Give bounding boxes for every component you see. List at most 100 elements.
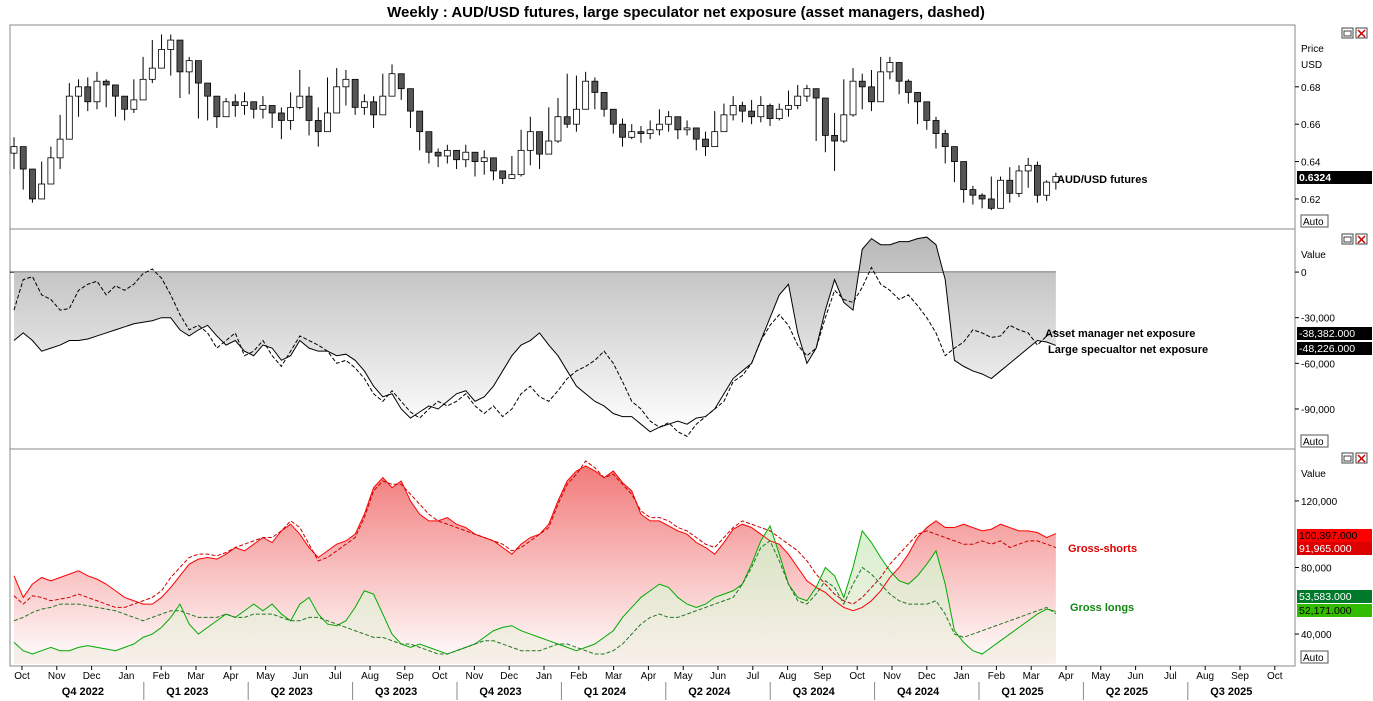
price-candle (794, 84, 802, 110)
quarter-label: Q2 2025 (1106, 686, 1148, 698)
price-candle (1015, 165, 1023, 198)
price-candle (812, 88, 820, 142)
gross-longs-series-label: Gross longs (1070, 602, 1134, 614)
price-candle (434, 148, 442, 168)
gross-shorts-last-value-tag: 100,397.000 (1297, 529, 1372, 542)
price-auto-button[interactable]: Auto (1300, 214, 1329, 228)
price-candle (692, 127, 700, 151)
y-tick-label: 0 (1301, 268, 1307, 279)
price-candle (231, 94, 239, 117)
price-candle (960, 161, 968, 203)
month-label: Feb (153, 671, 171, 682)
large-spec-area (14, 237, 1056, 432)
price-candle (241, 92, 248, 115)
asset-manager-series-label: Asset manager net exposure (1045, 328, 1195, 340)
price-candle (637, 126, 645, 143)
large-spec-line (13, 236, 1057, 433)
month-label: Mar (1023, 671, 1041, 682)
price-candle (305, 86, 313, 136)
price-candle (702, 131, 709, 156)
price-candle (508, 155, 516, 179)
month-label: Sep (1231, 671, 1249, 682)
price-candle (351, 78, 359, 115)
net-panel-close-icon[interactable] (1355, 233, 1368, 245)
large-spec-series-label: Large specualtor net exposure (1048, 344, 1208, 356)
price-candle (573, 75, 580, 132)
price-candle (665, 111, 673, 132)
price-candle (314, 107, 322, 147)
price-candle (453, 149, 460, 170)
price-candle (277, 107, 285, 140)
gross-auto-button[interactable]: Auto (1300, 650, 1329, 664)
price-candle (785, 90, 792, 117)
price-candle (19, 146, 27, 190)
month-label: May (256, 671, 275, 682)
price-panel-restore-icon[interactable] (1341, 27, 1354, 39)
month-label: Apr (1058, 671, 1074, 682)
price-candle (997, 176, 1004, 209)
audusd-last-value: 0.6324 (1299, 172, 1331, 184)
price-candle (370, 96, 377, 128)
price-candle (517, 129, 525, 177)
gross-longs-am-last-value: 52,171.000 (1299, 605, 1352, 617)
month-label: Nov (883, 671, 901, 682)
quarter-label: Q1 2023 (166, 686, 208, 698)
audusd-series-label: AUD/USD futures (1057, 174, 1147, 186)
price-axis-label: Price (1301, 44, 1324, 55)
net-panel-restore-icon[interactable] (1341, 233, 1354, 245)
gross-shorts-line (13, 465, 1057, 612)
price-candle (840, 79, 848, 143)
month-label: May (1091, 671, 1110, 682)
price-candle (941, 129, 949, 164)
price-candle (849, 68, 857, 117)
price-candle (47, 146, 55, 185)
price-candle (259, 96, 267, 119)
price-candle (582, 71, 590, 110)
price-panel-close-icon[interactable] (1355, 27, 1368, 39)
price-candle (619, 118, 626, 147)
gross-longs-line (13, 524, 1056, 655)
y-tick-label: 0.66 (1301, 120, 1321, 131)
price-candle (1034, 161, 1041, 203)
month-label: Jun (1128, 671, 1144, 682)
quarter-label: Q4 2023 (479, 686, 521, 698)
price-candle (720, 103, 728, 133)
price-candle (526, 116, 534, 166)
net-axis-label: Value (1301, 250, 1326, 261)
price-candle (904, 79, 912, 104)
price-candle (324, 77, 331, 133)
price-candle (646, 120, 654, 140)
price-candle (158, 34, 165, 69)
price-candle (766, 103, 774, 127)
price-candle (213, 95, 221, 128)
gross-panel-close-icon[interactable] (1355, 452, 1368, 464)
large-spec-last-value: -48,226.000 (1299, 343, 1355, 355)
month-label: Feb (988, 671, 1006, 682)
price-candle (287, 92, 295, 130)
price-axis-unit: USD (1301, 60, 1322, 71)
asset-manager-last-value-tag: -38,382.000 (1297, 327, 1372, 340)
month-label: May (674, 671, 693, 682)
asset-manager-last-value: -38,382.000 (1299, 328, 1355, 340)
price-candle (978, 193, 986, 209)
price-candle (443, 144, 451, 164)
gross-lines (13, 460, 1057, 664)
net-auto-label: Auto (1303, 437, 1324, 448)
price-candle (333, 68, 341, 114)
y-tick-label: 40,000 (1301, 630, 1332, 641)
price-candle (471, 151, 479, 177)
price-candle (757, 96, 765, 123)
price-candle (194, 60, 202, 119)
gross-panel-restore-icon[interactable] (1341, 452, 1354, 464)
quarter-label: Q3 2023 (375, 686, 417, 698)
month-label: Aug (1196, 671, 1214, 682)
gross-longs-last-value-tag: 53,583.000 (1297, 590, 1372, 603)
large-spec-last-value-tag: -48,226.000 (1297, 342, 1372, 355)
y-tick-label: 120,000 (1301, 497, 1338, 508)
price-candle (139, 56, 147, 101)
price-candle (1024, 157, 1032, 188)
month-label: Nov (48, 671, 66, 682)
gross-shorts-am-last-value: 91,965.000 (1299, 543, 1352, 555)
net-auto-button[interactable]: Auto (1300, 434, 1329, 448)
